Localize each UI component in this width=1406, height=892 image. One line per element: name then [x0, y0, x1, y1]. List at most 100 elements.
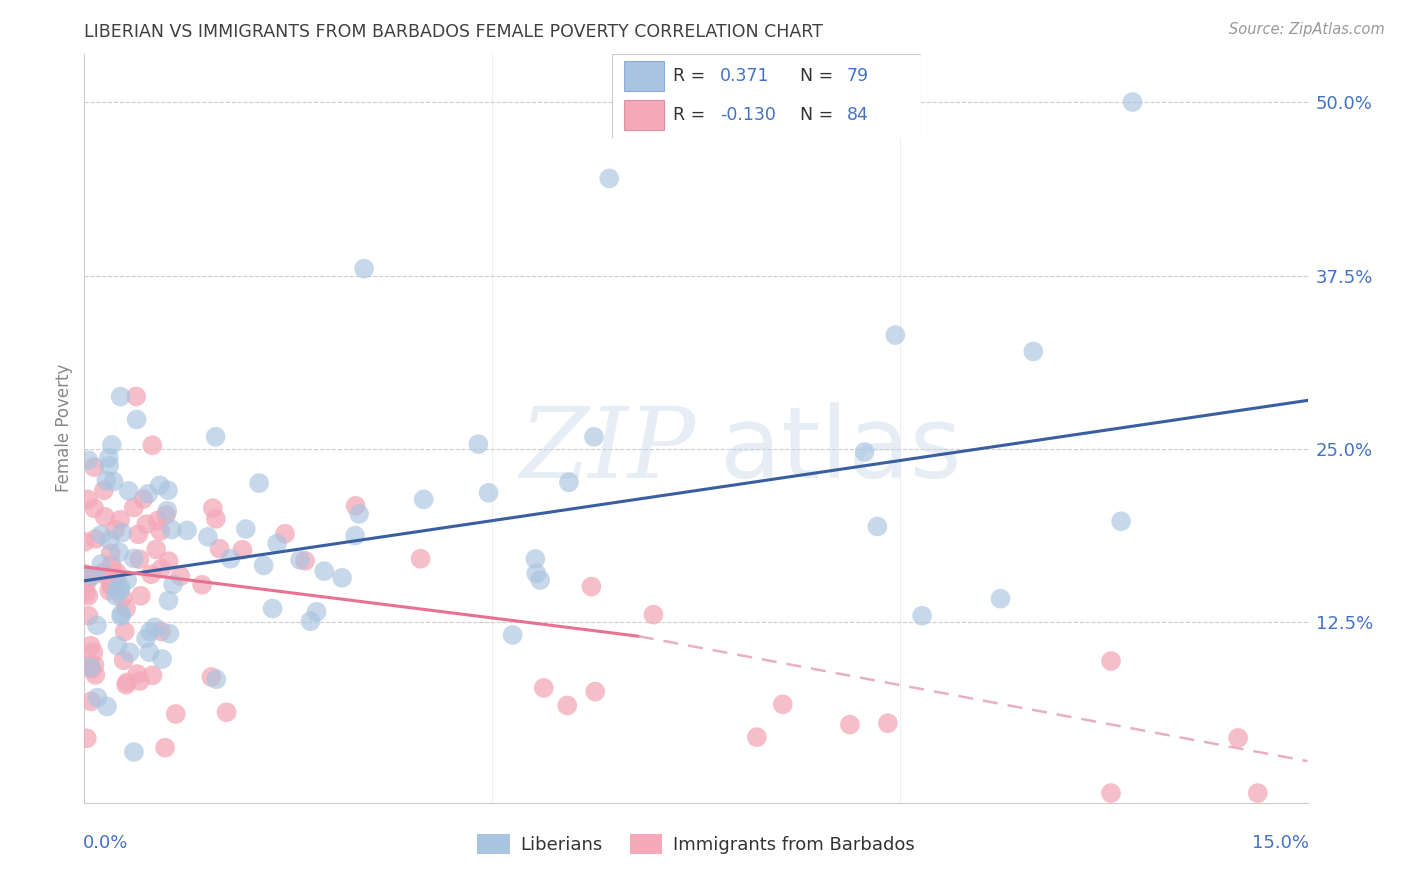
- Point: [115, 678, 138, 692]
- Point: [132, 491, 155, 506]
- Point: [294, 554, 316, 568]
- Point: [344, 528, 367, 542]
- Point: [208, 541, 231, 556]
- Point: [1099, 654, 1122, 668]
- Point: [138, 645, 160, 659]
- Point: [555, 698, 578, 713]
- Point: [409, 551, 432, 566]
- Point: [153, 740, 176, 755]
- Point: [911, 608, 934, 623]
- Point: [353, 261, 375, 276]
- Point: [105, 582, 128, 596]
- Point: [205, 672, 228, 686]
- Point: [104, 523, 127, 537]
- Text: LIBERIAN VS IMMIGRANTS FROM BARBADOS FEMALE POVERTY CORRELATION CHART: LIBERIAN VS IMMIGRANTS FROM BARBADOS FEM…: [84, 23, 824, 41]
- Point: [478, 485, 501, 500]
- Point: [467, 437, 489, 451]
- Point: [75, 566, 97, 581]
- Point: [103, 475, 125, 489]
- Point: [347, 507, 370, 521]
- Point: [412, 492, 434, 507]
- Point: [98, 577, 121, 591]
- Text: N =: N =: [800, 105, 839, 123]
- Point: [96, 699, 118, 714]
- Text: 0.371: 0.371: [720, 68, 769, 86]
- Point: [76, 492, 98, 507]
- Point: [990, 591, 1012, 606]
- Point: [581, 580, 603, 594]
- Point: [146, 514, 169, 528]
- Point: [344, 499, 367, 513]
- Point: [129, 589, 152, 603]
- Point: [583, 684, 606, 698]
- Point: [82, 645, 104, 659]
- Point: [149, 524, 172, 538]
- Point: [77, 453, 100, 467]
- Bar: [624, 100, 664, 130]
- Point: [118, 645, 141, 659]
- Point: [643, 607, 665, 622]
- Text: 15.0%: 15.0%: [1251, 834, 1309, 852]
- Point: [215, 705, 238, 719]
- Point: [150, 624, 173, 639]
- Point: [533, 681, 555, 695]
- Point: [115, 573, 138, 587]
- Point: [176, 524, 198, 538]
- Point: [314, 564, 336, 578]
- FancyBboxPatch shape: [612, 54, 921, 138]
- Point: [160, 523, 183, 537]
- Point: [111, 591, 134, 605]
- Point: [157, 554, 180, 568]
- Point: [110, 583, 132, 598]
- Point: [114, 624, 136, 639]
- Point: [111, 525, 134, 540]
- Point: [299, 614, 322, 628]
- Text: R =: R =: [673, 68, 711, 86]
- Point: [83, 460, 105, 475]
- Point: [191, 578, 214, 592]
- Text: ZIP: ZIP: [520, 403, 696, 499]
- Point: [1247, 786, 1270, 800]
- Point: [266, 536, 288, 550]
- Point: [104, 589, 127, 603]
- Point: [839, 717, 862, 731]
- Point: [524, 552, 547, 566]
- Point: [125, 412, 148, 426]
- Point: [197, 530, 219, 544]
- Point: [104, 571, 127, 585]
- Point: [143, 620, 166, 634]
- Point: [201, 501, 224, 516]
- Point: [558, 475, 581, 490]
- Point: [141, 567, 163, 582]
- Point: [150, 561, 173, 575]
- Point: [105, 565, 128, 579]
- Text: R =: R =: [673, 105, 711, 123]
- Point: [884, 328, 907, 343]
- Point: [82, 568, 104, 582]
- Point: [115, 675, 138, 690]
- Point: [80, 662, 103, 676]
- Point: [122, 500, 145, 515]
- Point: [75, 586, 97, 600]
- Point: [156, 503, 179, 517]
- Point: [136, 487, 159, 501]
- Point: [112, 653, 135, 667]
- Point: [205, 512, 228, 526]
- Point: [274, 526, 297, 541]
- Point: [77, 608, 100, 623]
- Point: [772, 698, 794, 712]
- Point: [524, 566, 547, 581]
- Point: [86, 690, 108, 705]
- Point: [141, 668, 163, 682]
- Point: [83, 501, 105, 516]
- Point: [84, 668, 107, 682]
- Point: [159, 626, 181, 640]
- Point: [80, 639, 103, 653]
- Point: [219, 551, 242, 566]
- Point: [98, 583, 121, 598]
- Y-axis label: Female Poverty: Female Poverty: [55, 364, 73, 492]
- Point: [235, 522, 257, 536]
- Text: atlas: atlas: [720, 402, 962, 500]
- Bar: [624, 62, 664, 91]
- Point: [110, 609, 132, 624]
